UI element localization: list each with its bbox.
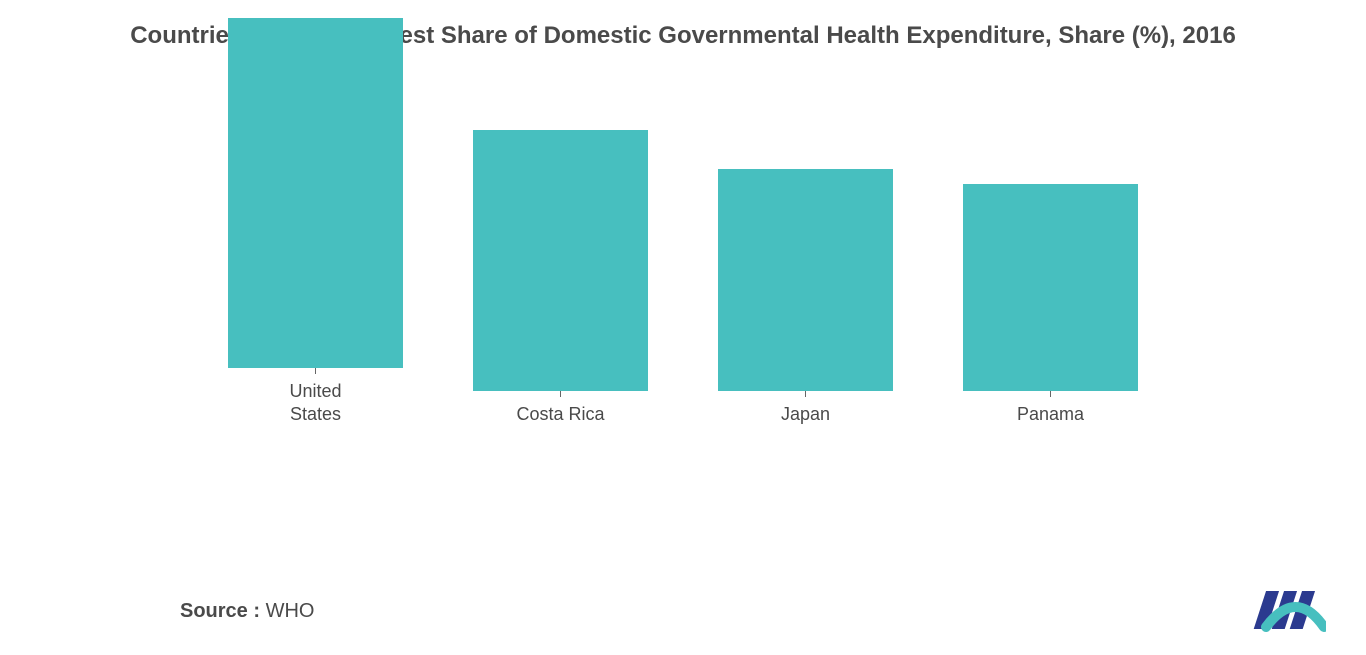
axis-tick [1050,391,1051,397]
bars-container: UnitedStates Costa Rica Japan Panama [183,70,1183,425]
category-label-0: UnitedStates [289,380,341,425]
bar-1 [473,130,648,391]
bar-2 [718,169,893,391]
category-label-2: Japan [781,403,830,426]
axis-tick [315,368,316,374]
bar-0 [228,18,403,368]
bar-group-3: Panama [943,184,1159,426]
bar-3 [963,184,1138,391]
source-value: WHO [266,600,315,622]
source-label: Source : [180,600,260,622]
chart-title: Countries with the Highest Share of Dome… [0,0,1366,52]
bar-group-0: UnitedStates [208,18,424,425]
bar-group-1: Costa Rica [453,130,669,426]
category-label-1: Costa Rica [516,403,604,426]
axis-tick [805,391,806,397]
category-label-3: Panama [1017,403,1084,426]
brand-logo [1246,585,1326,633]
bar-group-2: Japan [698,169,914,425]
axis-tick [560,391,561,397]
source-footer: Source : WHO [180,600,314,623]
chart-plot-area: UnitedStates Costa Rica Japan Panama [183,70,1183,450]
